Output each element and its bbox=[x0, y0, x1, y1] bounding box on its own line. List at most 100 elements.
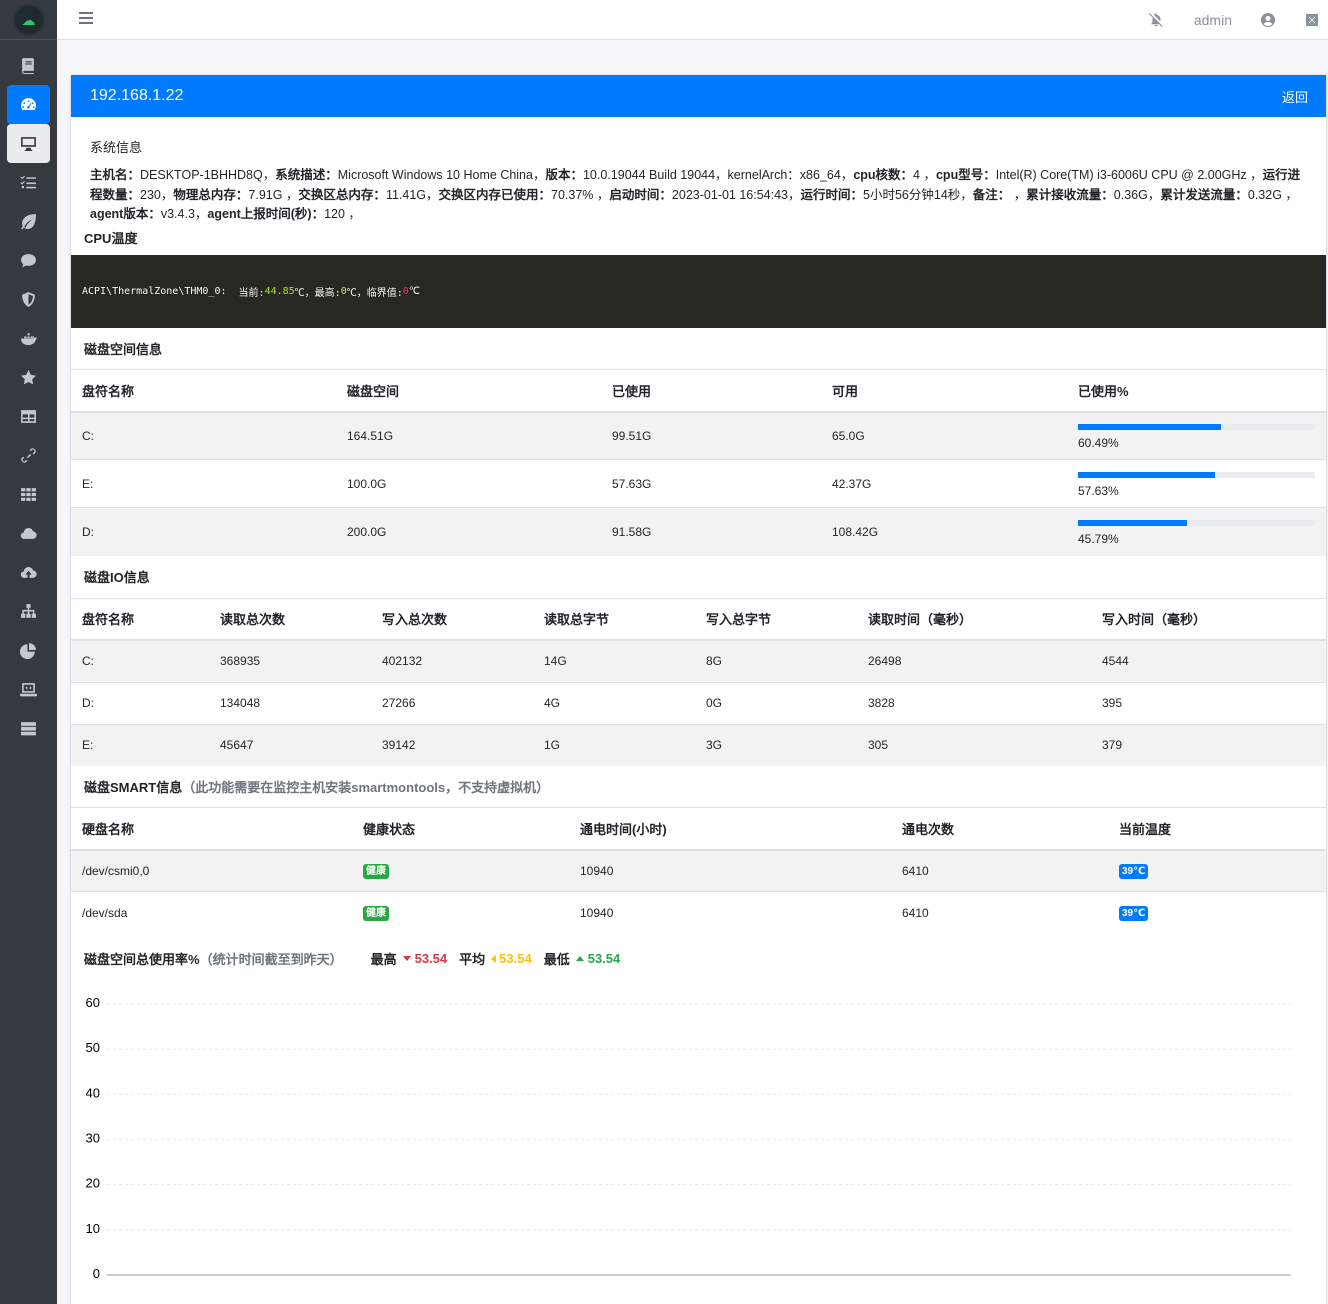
drive-pct-cell: 60.49% bbox=[1067, 411, 1326, 460]
usage-progress-fill bbox=[1078, 471, 1215, 478]
boot-label: 启动时间： bbox=[609, 187, 672, 202]
sidebar-item-leaf[interactable] bbox=[7, 202, 50, 241]
uptime-label: 运行时间： bbox=[800, 187, 864, 202]
tx-value: 0.32G ， bbox=[1247, 187, 1298, 202]
leaf-icon bbox=[21, 214, 36, 230]
server-icon bbox=[21, 722, 36, 736]
brand-logo[interactable]: ☁ bbox=[0, 0, 57, 40]
sidebar-item-server[interactable] bbox=[7, 709, 50, 748]
usage-stats: 磁盘空间总使用率% （统计时间截至到昨天） 最高 53.54 平均 53.54 最低 5… bbox=[84, 949, 620, 968]
col-power-count: 通电次数 bbox=[891, 807, 1108, 851]
hostname-value: DESKTOP-1BHHD8Q， bbox=[140, 168, 276, 182]
io-cell: 368935 bbox=[209, 639, 371, 682]
io-cell: 395 bbox=[1091, 681, 1326, 724]
y-tick-label: 50 bbox=[86, 1040, 100, 1055]
sidebar-item-table[interactable] bbox=[7, 397, 50, 436]
usage-title: 磁盘空间总使用率% bbox=[84, 952, 200, 967]
rx-label: 累计接收流量： bbox=[1026, 187, 1114, 202]
col-disk-name: 硬盘名称 bbox=[71, 807, 352, 851]
sidebar-item-tasks[interactable] bbox=[7, 163, 50, 202]
cloud-logo-icon: ☁ bbox=[14, 5, 43, 34]
menu-toggle-icon[interactable] bbox=[79, 12, 93, 26]
y-tick-label: 60 bbox=[86, 995, 100, 1010]
model-value: Intel(R) Core(TM) i3-6006U CPU @ 2.00GHz… bbox=[995, 168, 1263, 182]
sidebar-item-laptop-code[interactable] bbox=[7, 670, 50, 709]
cloud-upload-icon bbox=[20, 566, 37, 578]
procs-label: 运行进程数量： bbox=[90, 168, 1301, 202]
bell-slash-icon[interactable] bbox=[1148, 12, 1164, 28]
io-cell: 45647 bbox=[209, 723, 371, 766]
user-name[interactable]: admin bbox=[1193, 12, 1232, 28]
io-cell: 3G bbox=[695, 723, 857, 766]
io-cell: 26498 bbox=[857, 639, 1091, 682]
drive-size: 164.51G bbox=[336, 411, 601, 460]
io-cell: 402132 bbox=[371, 639, 533, 682]
agent-value: v3.4.3， bbox=[160, 207, 208, 221]
sidebar-item-desktop[interactable] bbox=[7, 124, 50, 163]
usage-progress-bar bbox=[1078, 519, 1315, 526]
drive-name: D: bbox=[71, 507, 336, 556]
drive-pct-cell: 57.63% bbox=[1067, 459, 1326, 508]
crit-temp-value: 0 bbox=[402, 286, 409, 297]
io-cell: E: bbox=[71, 723, 209, 766]
io-cell: 39142 bbox=[371, 723, 533, 766]
user-circle-icon[interactable] bbox=[1260, 12, 1276, 28]
hostname-label: 主机名： bbox=[90, 168, 141, 182]
temp-unit: ℃ bbox=[408, 286, 421, 297]
smart-table: 硬盘名称 健康状态 通电时间(小时) 通电次数 当前温度 /dev/csmi0,… bbox=[71, 807, 1326, 934]
remark-value: ， bbox=[1010, 187, 1027, 202]
table-row: /dev/sda 健康 10940 6410 39℃ bbox=[71, 891, 1326, 934]
y-tick-label: 30 bbox=[86, 1130, 100, 1145]
power-count: 6410 bbox=[891, 891, 1108, 934]
sitemap-icon bbox=[21, 604, 36, 618]
sidebar-item-shield[interactable] bbox=[7, 280, 50, 319]
sidebar-item-docker[interactable] bbox=[7, 319, 50, 358]
col-used-pct: 已使用% bbox=[1067, 369, 1326, 413]
usage-progress-fill bbox=[1078, 519, 1187, 526]
dashboard-icon bbox=[21, 98, 36, 111]
col-drive: 盘符名称 bbox=[71, 369, 336, 413]
shield-icon bbox=[22, 292, 35, 307]
table-row: /dev/csmi0,0 健康 10940 6410 39℃ bbox=[71, 849, 1326, 892]
back-link[interactable]: 返回 bbox=[1281, 89, 1308, 105]
col-health: 健康状态 bbox=[352, 807, 569, 851]
disk-space-title: 磁盘空间信息 bbox=[84, 342, 163, 357]
avg-label: 平均 bbox=[459, 952, 486, 967]
grid-icon bbox=[21, 488, 36, 501]
sidebar-item-sitemap[interactable] bbox=[7, 592, 50, 631]
system-info-text: 主机名：DESKTOP-1BHHD8Q，系统描述：Microsoft Windo… bbox=[90, 166, 1308, 225]
usage-progress-bar bbox=[1078, 423, 1315, 430]
desktop-icon bbox=[21, 137, 36, 151]
sidebar-item-link[interactable] bbox=[7, 436, 50, 475]
col-read-time: 读取时间（毫秒） bbox=[857, 597, 1091, 641]
thermal-zone: ACPI\ThermalZone\THM0_0: bbox=[82, 286, 227, 297]
sidebar-item-book[interactable] bbox=[7, 46, 50, 85]
temp-cell: 39℃ bbox=[1108, 849, 1326, 892]
sidebar-item-grid[interactable] bbox=[7, 475, 50, 514]
drive-free: 42.37G bbox=[821, 459, 1067, 508]
sidebar-item-dashboard[interactable] bbox=[7, 85, 50, 124]
disk-io-title: 磁盘IO信息 bbox=[84, 570, 150, 585]
sidebar-item-pie[interactable] bbox=[7, 631, 50, 670]
col-write-time: 写入时间（毫秒） bbox=[1091, 597, 1326, 641]
sidebar-item-comment[interactable] bbox=[7, 241, 50, 280]
sidebar-item-star[interactable] bbox=[7, 358, 50, 397]
system-info-title: 系统信息 bbox=[90, 140, 143, 155]
io-cell: 1G bbox=[533, 723, 695, 766]
cloud-icon bbox=[20, 527, 37, 539]
sidebar-item-cloud[interactable] bbox=[7, 514, 50, 553]
cpu-temp-title: CPU温度 bbox=[84, 231, 138, 246]
boot-value: 2023-01-01 16:54:43， bbox=[671, 187, 801, 202]
arrow-down-icon bbox=[402, 956, 411, 961]
io-cell: 4544 bbox=[1091, 639, 1326, 682]
rx-value: 0.36G， bbox=[1113, 187, 1161, 202]
top-navbar: admin bbox=[57, 0, 1328, 40]
sidebar-item-cloud-upload[interactable] bbox=[7, 553, 50, 592]
io-cell: 8G bbox=[695, 639, 857, 682]
desc-label: 系统描述： bbox=[275, 168, 338, 182]
procs-value: 230， bbox=[140, 187, 174, 202]
close-window-icon[interactable] bbox=[1304, 12, 1320, 28]
table-row: C: 368935 402132 14G 8G 26498 4544 bbox=[71, 639, 1326, 682]
max-temp-value: 0 bbox=[340, 286, 347, 297]
cur-temp-label: 当前: bbox=[226, 288, 265, 299]
